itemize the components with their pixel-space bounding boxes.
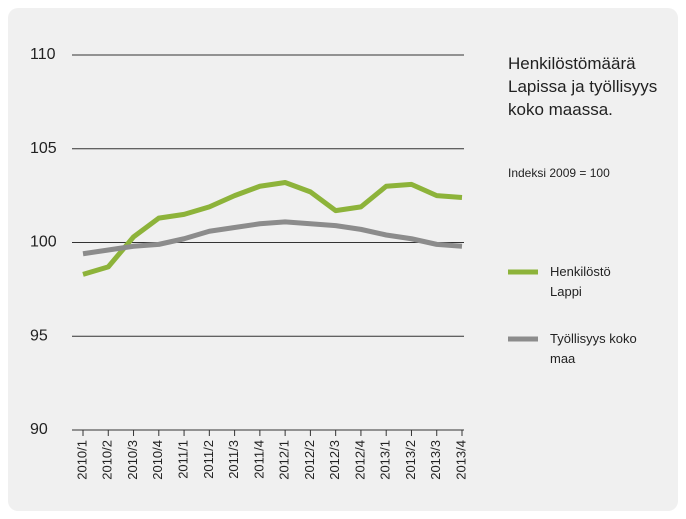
x-tick-label: 2013/1 (378, 440, 393, 480)
x-tick-label: 2012/2 (302, 440, 317, 480)
series-line (82, 180, 463, 277)
x-tick-label: 2012/3 (327, 440, 342, 480)
legend-label: Työllisyys koko maa (550, 331, 637, 366)
y-tick-label: 95 (30, 327, 48, 344)
y-tick-label: 110 (30, 46, 56, 63)
x-tick-label: 2011/2 (201, 440, 216, 479)
x-tick-label: 2010/1 (74, 440, 89, 480)
x-tick-label: 2011/3 (226, 440, 241, 479)
x-tick-label: 2013/4 (453, 440, 468, 480)
x-tick-label: 2010/4 (150, 440, 165, 480)
x-tick-label: 2012/4 (352, 440, 367, 480)
x-tick-label: 2011/1 (176, 440, 191, 479)
y-tick-label: 100 (30, 234, 57, 251)
y-tick-label: 90 (30, 421, 48, 438)
chart-subtitle: Indeksi 2009 = 100 (508, 166, 610, 180)
x-tick-label: 2010/3 (125, 440, 140, 480)
chart-title: Henkilöstömäärä Lapissa ja työllisyys ko… (508, 54, 658, 119)
series-line (82, 219, 463, 257)
x-tick-label: 2013/3 (428, 440, 443, 480)
y-tick-label: 105 (30, 140, 57, 157)
background (8, 8, 678, 511)
legend-label: Henkilöstö Lappi (550, 264, 611, 299)
x-tick-label: 2010/2 (100, 440, 115, 480)
x-tick-label: 2013/2 (403, 440, 418, 480)
x-tick-label: 2011/4 (251, 440, 266, 479)
x-tick-label: 2012/1 (277, 440, 292, 480)
